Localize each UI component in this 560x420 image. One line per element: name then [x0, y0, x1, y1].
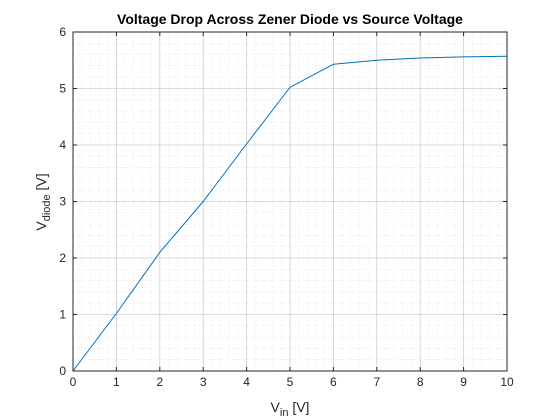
- x-axis-label-main: V: [271, 399, 281, 415]
- chart-title: Voltage Drop Across Zener Diode vs Sourc…: [117, 11, 463, 27]
- x-axis-label: Vin [V]: [271, 399, 310, 419]
- x-tick-label: 5: [287, 375, 294, 389]
- tick-marks: [72, 31, 508, 372]
- y-tick-label: 0: [59, 364, 66, 378]
- x-tick-label: 2: [156, 375, 163, 389]
- x-tick-label: 1: [113, 375, 120, 389]
- x-tick-label: 6: [330, 375, 337, 389]
- x-tick-label: 3: [200, 375, 207, 389]
- series-layer: [72, 55, 508, 372]
- x-tick-label: 7: [373, 375, 380, 389]
- y-tick-labels: 0 1 2 3 4 5 6: [59, 25, 66, 378]
- x-tick-label: 10: [500, 375, 514, 389]
- y-axis-label-main: V: [33, 221, 49, 231]
- x-tick-label: 4: [243, 375, 250, 389]
- x-tick-label: 8: [417, 375, 424, 389]
- y-tick-label: 2: [59, 251, 66, 265]
- x-tick-label: 0: [70, 375, 77, 389]
- series-line-0: [72, 55, 508, 372]
- y-tick-label: 5: [59, 82, 66, 96]
- y-tick-label: 3: [59, 195, 66, 209]
- y-axis-label-subscript: diode: [41, 194, 53, 221]
- y-tick-label: 6: [59, 25, 66, 39]
- y-axis-label-unit: [V]: [33, 173, 49, 194]
- x-axis-label-subscript: in: [280, 407, 289, 419]
- x-tick-label: 9: [460, 375, 467, 389]
- y-tick-label: 4: [59, 138, 66, 152]
- x-axis-label-unit: [V]: [288, 399, 309, 415]
- x-tick-labels: 0 1 2 3 4 5 6 7 8 9 10: [70, 375, 514, 389]
- y-tick-label: 1: [59, 308, 66, 322]
- y-axis-label: Vdiode [V]: [33, 173, 53, 230]
